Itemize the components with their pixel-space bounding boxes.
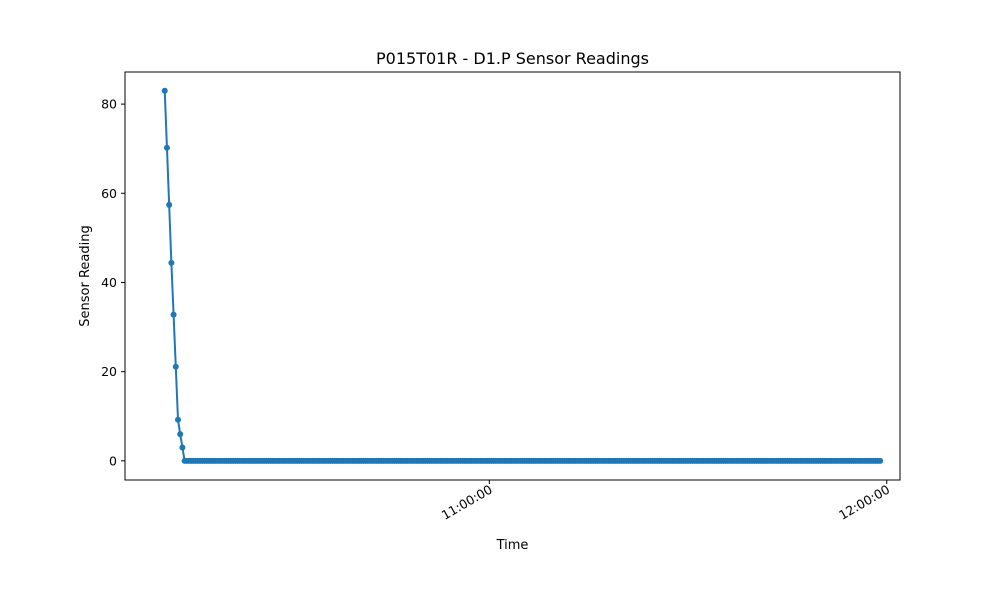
axes-frame xyxy=(124,71,901,481)
data-point xyxy=(170,311,177,318)
data-point xyxy=(166,201,173,208)
series-group xyxy=(161,87,884,464)
data-point xyxy=(177,431,184,438)
data-point xyxy=(174,416,181,423)
y-axis: 0 20 40 60 80 xyxy=(101,97,125,468)
data-point xyxy=(168,259,175,266)
x-axis-label: Time xyxy=(496,538,529,553)
data-point xyxy=(163,144,170,151)
data-point xyxy=(179,444,186,451)
chart-title: P015T01R - D1.P Sensor Readings xyxy=(376,49,649,68)
data-point xyxy=(877,457,884,464)
y-tick-label: 60 xyxy=(101,186,117,201)
data-point xyxy=(172,363,179,370)
y-tick-label: 80 xyxy=(101,97,117,112)
data-point xyxy=(161,87,168,94)
y-axis-label: Sensor Reading xyxy=(78,225,93,326)
y-tick-label: 20 xyxy=(101,364,117,379)
y-tick-label: 0 xyxy=(109,453,117,468)
y-tick-label: 40 xyxy=(101,275,117,290)
